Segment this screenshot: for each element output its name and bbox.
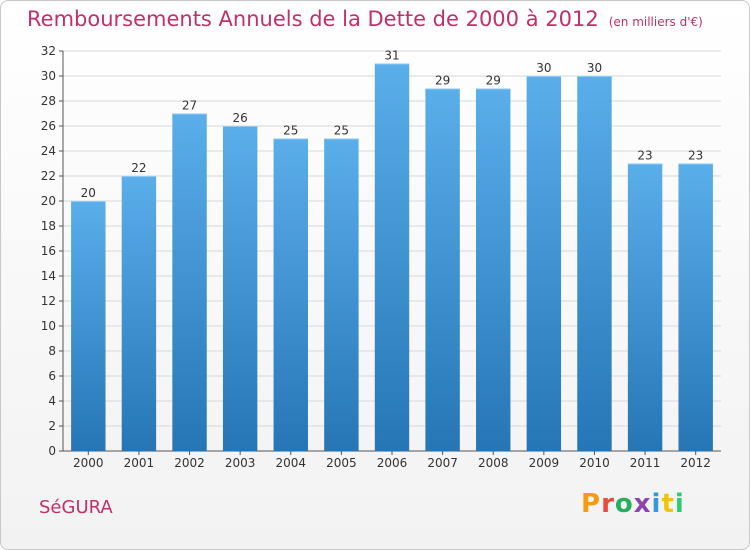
bar-value-label: 22 <box>131 161 146 175</box>
x-tick-label: 2011 <box>630 456 661 470</box>
x-tick-label: 2006 <box>377 456 408 470</box>
bar-value-label: 30 <box>587 61 602 75</box>
x-tick-label: 2000 <box>73 456 104 470</box>
y-tick-label: 8 <box>48 344 56 358</box>
y-tick-label: 0 <box>48 444 56 458</box>
bar-2011 <box>627 163 663 451</box>
y-tick-label: 10 <box>41 319 56 333</box>
bar-2005 <box>324 138 359 451</box>
bar-value-label: 31 <box>384 49 399 63</box>
y-tick-label: 26 <box>41 119 56 133</box>
y-tick-label: 18 <box>41 219 56 233</box>
x-tick-label: 2007 <box>427 456 458 470</box>
chart-title: Remboursements Annuels de la Dette de 20… <box>27 7 703 31</box>
x-tick-label: 2012 <box>680 456 711 470</box>
y-tick-label: 6 <box>48 369 56 383</box>
y-tick-label: 2 <box>48 419 56 433</box>
x-tick-label: 2008 <box>478 456 509 470</box>
y-tick-label: 32 <box>41 44 56 58</box>
x-tick-label: 2005 <box>326 456 357 470</box>
y-tick-label: 22 <box>41 169 56 183</box>
y-tick-label: 16 <box>41 244 56 258</box>
bar-value-label: 23 <box>637 149 652 163</box>
x-tick-label: 2004 <box>275 456 306 470</box>
unit-note: (en milliers d'€) <box>608 15 703 29</box>
x-tick-label: 2002 <box>174 456 205 470</box>
bar-value-label: 23 <box>688 149 703 163</box>
bar-2007 <box>425 88 460 451</box>
labels: 0246810121416182022242628303220200022200… <box>41 44 711 470</box>
x-tick-label: 2001 <box>124 456 155 470</box>
bar-2009 <box>526 76 562 451</box>
bar-value-label: 30 <box>536 61 551 75</box>
bar-2000 <box>71 201 106 451</box>
proxiti-logo: Proxiti <box>581 489 685 519</box>
bar-value-label: 26 <box>233 111 248 125</box>
bar-value-label: 20 <box>81 186 96 200</box>
y-tick-label: 12 <box>41 294 56 308</box>
y-tick-label: 28 <box>41 94 56 108</box>
bar-2003 <box>222 126 258 451</box>
bar-2006 <box>374 63 410 451</box>
bar-2012 <box>678 163 713 451</box>
bar-value-label: 25 <box>334 124 349 138</box>
bar-2001 <box>121 176 157 451</box>
y-tick-label: 4 <box>48 394 56 408</box>
bar-2008 <box>476 88 511 451</box>
bar-2010 <box>577 76 612 451</box>
x-tick-label: 2009 <box>529 456 560 470</box>
bar-value-label: 29 <box>435 74 450 88</box>
bar-value-label: 27 <box>182 99 197 113</box>
y-tick-label: 24 <box>41 144 56 158</box>
y-tick-label: 14 <box>41 269 56 283</box>
title-text: Remboursements Annuels de la Dette de 20… <box>27 7 599 31</box>
y-tick-label: 20 <box>41 194 56 208</box>
bars <box>71 63 713 451</box>
bar-2004 <box>273 138 308 451</box>
bar-2002 <box>172 113 207 451</box>
bar-value-label: 29 <box>486 74 501 88</box>
y-tick-label: 30 <box>41 69 56 83</box>
bar-value-label: 25 <box>283 124 298 138</box>
x-tick-label: 2010 <box>579 456 610 470</box>
x-tick-label: 2003 <box>225 456 256 470</box>
city-name: SéGURA <box>39 497 113 518</box>
